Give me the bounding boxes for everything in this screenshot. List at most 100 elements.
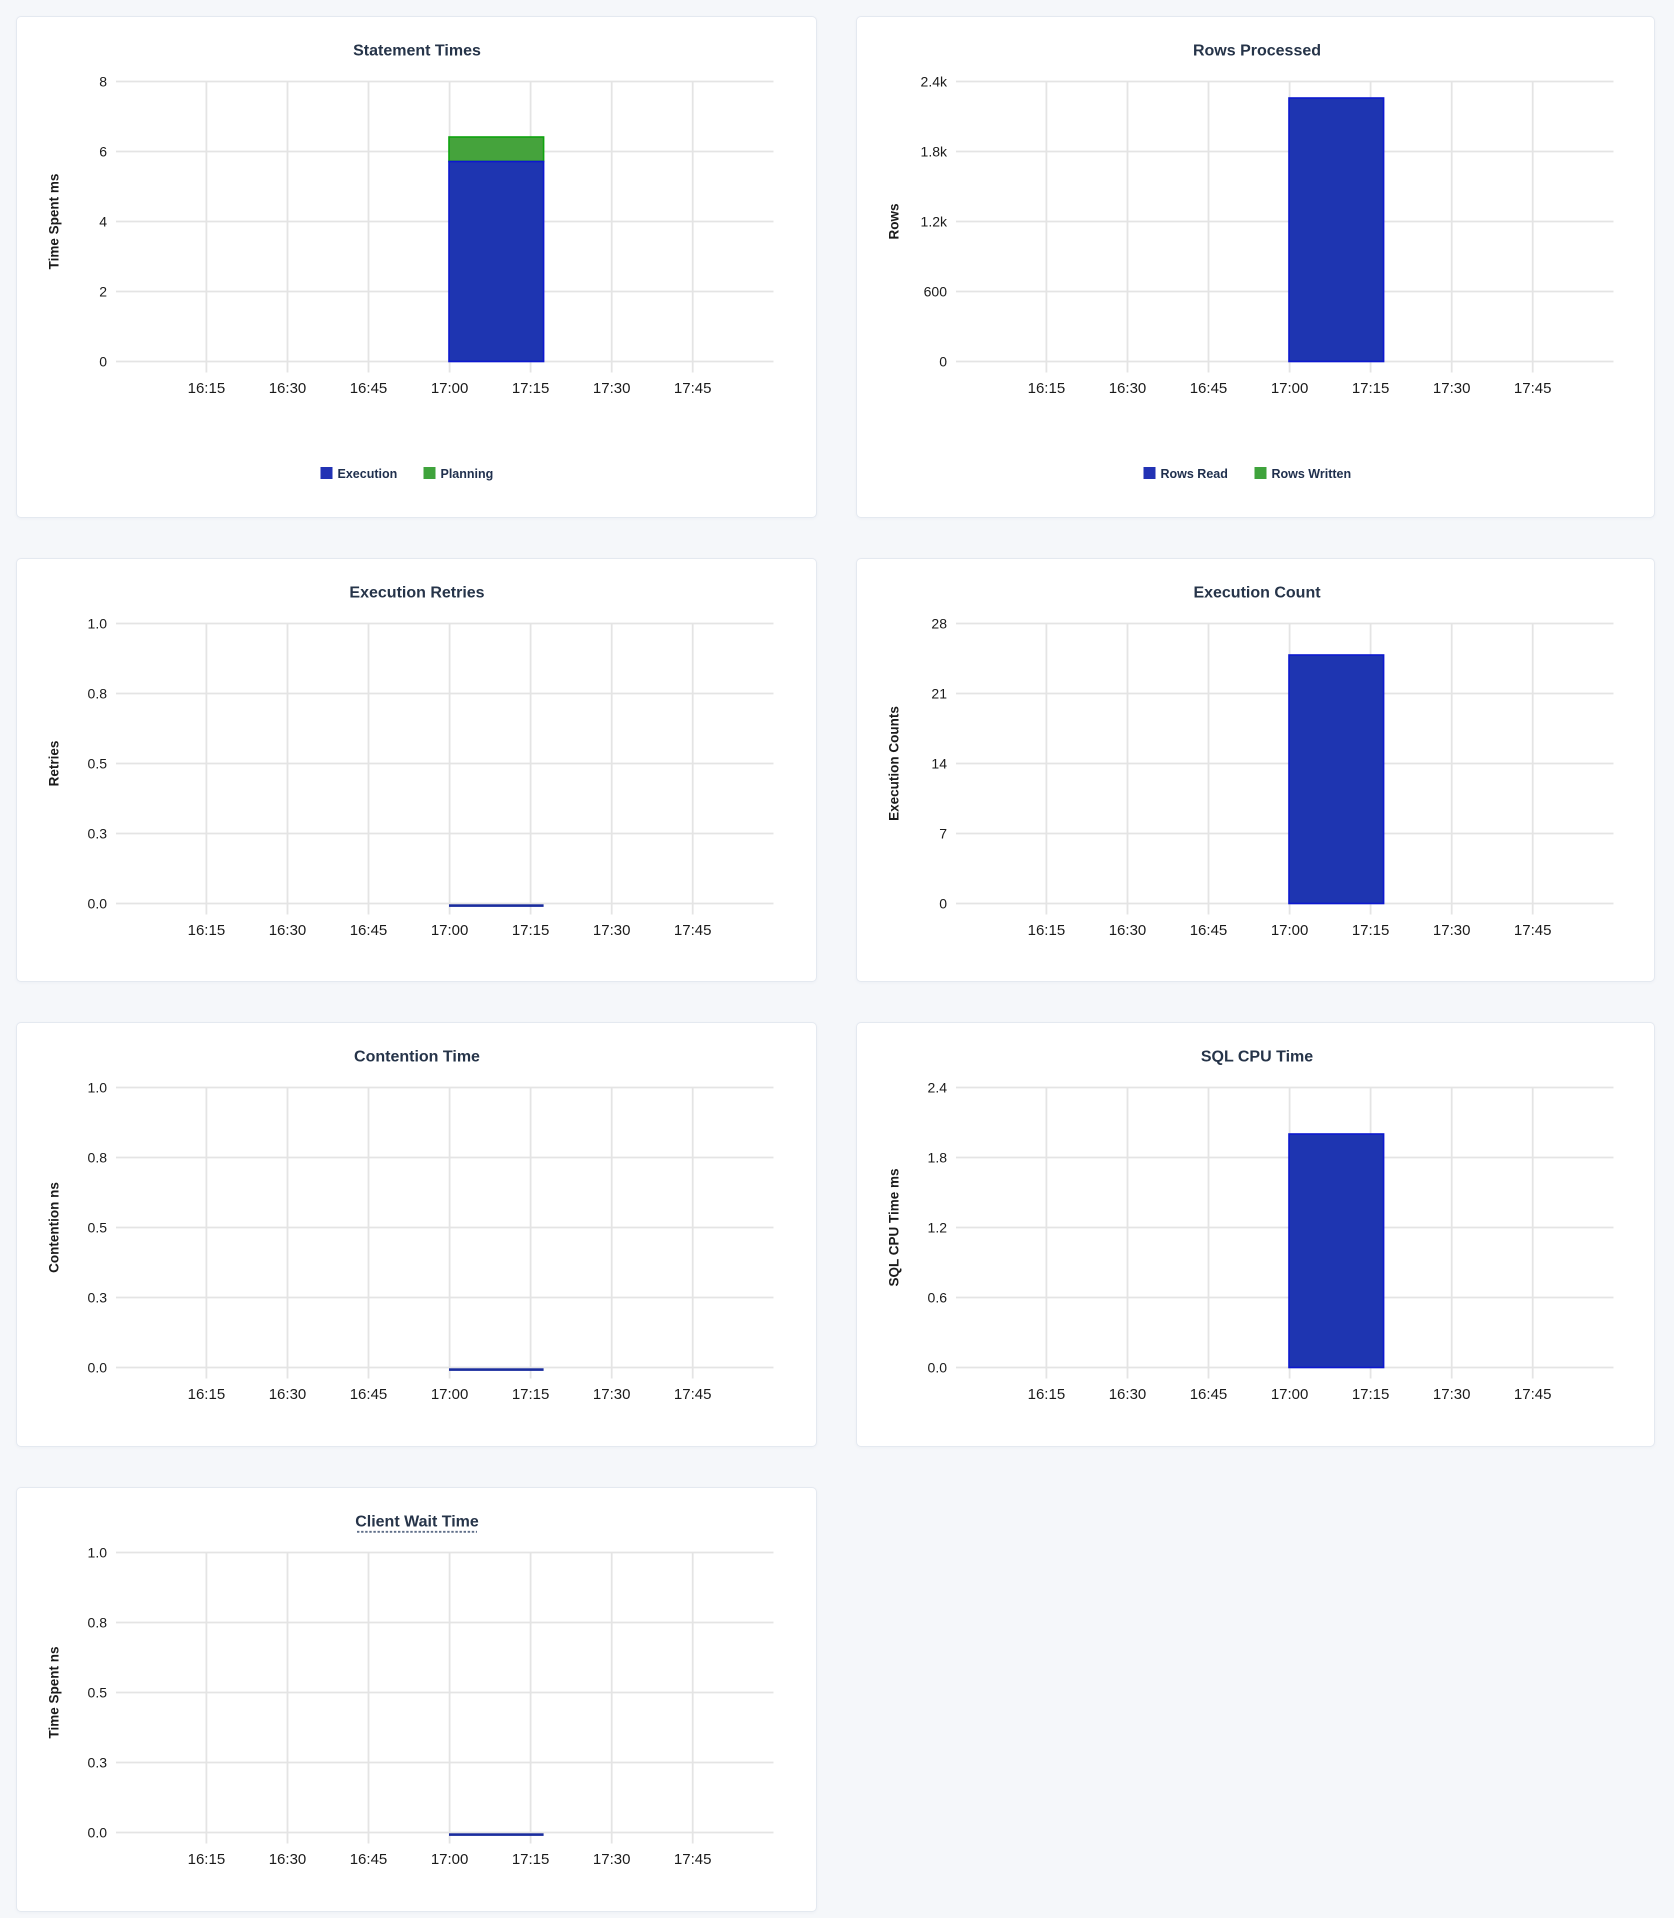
svg-text:0.0: 0.0	[928, 1360, 948, 1376]
svg-text:1.0: 1.0	[88, 1545, 108, 1561]
svg-text:17:30: 17:30	[593, 380, 631, 397]
svg-text:17:15: 17:15	[1352, 922, 1390, 939]
svg-text:0.3: 0.3	[88, 826, 108, 842]
svg-text:0.5: 0.5	[88, 756, 108, 772]
svg-text:14: 14	[931, 756, 947, 772]
svg-text:0.0: 0.0	[88, 896, 108, 912]
svg-text:16:15: 16:15	[188, 1851, 226, 1868]
svg-text:17:30: 17:30	[1433, 1386, 1471, 1403]
svg-text:28: 28	[931, 616, 947, 632]
svg-text:17:00: 17:00	[431, 922, 469, 939]
svg-text:Rows Processed: Rows Processed	[1193, 42, 1321, 59]
svg-text:1.8: 1.8	[928, 1150, 948, 1166]
svg-text:16:45: 16:45	[350, 922, 388, 939]
svg-text:Statement Times: Statement Times	[353, 42, 481, 59]
svg-text:0.8: 0.8	[88, 1150, 108, 1166]
svg-text:16:45: 16:45	[1190, 380, 1228, 397]
svg-text:17:00: 17:00	[431, 1386, 469, 1403]
svg-text:16:30: 16:30	[269, 1851, 307, 1868]
svg-text:0.5: 0.5	[88, 1685, 108, 1701]
svg-text:1.0: 1.0	[88, 616, 108, 632]
svg-text:17:15: 17:15	[1352, 1386, 1390, 1403]
svg-text:17:30: 17:30	[593, 1851, 631, 1868]
svg-text:16:15: 16:15	[188, 1386, 226, 1403]
svg-text:17:00: 17:00	[431, 380, 469, 397]
svg-text:17:30: 17:30	[593, 1386, 631, 1403]
svg-text:16:15: 16:15	[1028, 380, 1066, 397]
svg-text:Execution Count: Execution Count	[1193, 584, 1321, 601]
svg-text:Execution Counts: Execution Counts	[886, 706, 901, 821]
svg-text:16:15: 16:15	[1028, 1386, 1066, 1403]
svg-text:17:30: 17:30	[593, 922, 631, 939]
svg-text:600: 600	[924, 284, 948, 300]
svg-text:Time Spent ns: Time Spent ns	[46, 1646, 61, 1738]
svg-text:0.0: 0.0	[88, 1825, 108, 1841]
svg-text:0: 0	[939, 354, 947, 370]
svg-text:2.4: 2.4	[928, 1080, 948, 1096]
svg-text:Planning: Planning	[441, 467, 494, 481]
svg-text:SQL CPU Time: SQL CPU Time	[1201, 1048, 1313, 1065]
svg-text:2: 2	[99, 284, 107, 300]
svg-text:0: 0	[99, 354, 107, 370]
svg-text:16:30: 16:30	[1109, 922, 1147, 939]
svg-text:17:00: 17:00	[1271, 1386, 1309, 1403]
svg-text:17:30: 17:30	[1433, 380, 1471, 397]
svg-text:0.8: 0.8	[88, 686, 108, 702]
svg-text:16:45: 16:45	[1190, 1386, 1228, 1403]
svg-text:17:30: 17:30	[1433, 922, 1471, 939]
svg-text:Rows Read: Rows Read	[1161, 467, 1228, 481]
svg-text:1.0: 1.0	[88, 1080, 108, 1096]
svg-text:17:45: 17:45	[674, 1851, 712, 1868]
svg-text:16:45: 16:45	[350, 1851, 388, 1868]
svg-text:17:15: 17:15	[1352, 380, 1390, 397]
svg-text:17:00: 17:00	[431, 1851, 469, 1868]
svg-text:17:45: 17:45	[1514, 380, 1552, 397]
svg-text:7: 7	[939, 826, 947, 842]
svg-text:2.4k: 2.4k	[921, 74, 948, 90]
svg-text:16:30: 16:30	[1109, 1386, 1147, 1403]
svg-text:17:45: 17:45	[1514, 922, 1552, 939]
svg-text:16:30: 16:30	[269, 380, 307, 397]
svg-text:16:15: 16:15	[1028, 922, 1066, 939]
svg-text:16:15: 16:15	[188, 922, 226, 939]
svg-text:17:45: 17:45	[674, 380, 712, 397]
svg-text:Rows: Rows	[886, 203, 901, 239]
svg-text:17:00: 17:00	[1271, 922, 1309, 939]
svg-text:0.3: 0.3	[88, 1290, 108, 1306]
svg-text:0: 0	[939, 896, 947, 912]
svg-text:SQL CPU Time ms: SQL CPU Time ms	[886, 1168, 901, 1286]
svg-text:16:45: 16:45	[350, 1386, 388, 1403]
svg-text:17:15: 17:15	[512, 1851, 550, 1868]
svg-text:Execution: Execution	[338, 467, 398, 481]
svg-text:16:45: 16:45	[350, 380, 388, 397]
svg-text:16:30: 16:30	[269, 922, 307, 939]
svg-text:0.5: 0.5	[88, 1220, 108, 1236]
svg-text:Rows Written: Rows Written	[1272, 467, 1352, 481]
svg-text:Execution Retries: Execution Retries	[349, 584, 484, 601]
svg-text:17:15: 17:15	[512, 380, 550, 397]
svg-text:4: 4	[99, 214, 107, 230]
svg-text:Contention ns: Contention ns	[46, 1182, 61, 1273]
svg-text:1.2: 1.2	[928, 1220, 948, 1236]
svg-text:0.3: 0.3	[88, 1755, 108, 1771]
svg-text:0.8: 0.8	[88, 1615, 108, 1631]
svg-text:17:45: 17:45	[1514, 1386, 1552, 1403]
svg-text:0.0: 0.0	[88, 1360, 108, 1376]
svg-text:17:15: 17:15	[512, 1386, 550, 1403]
svg-text:6: 6	[99, 144, 107, 160]
svg-text:17:45: 17:45	[674, 1386, 712, 1403]
svg-text:0.6: 0.6	[928, 1290, 948, 1306]
svg-text:17:15: 17:15	[512, 922, 550, 939]
svg-text:Client Wait Time: Client Wait Time	[355, 1513, 479, 1530]
svg-text:1.8k: 1.8k	[921, 144, 948, 160]
svg-text:16:30: 16:30	[269, 1386, 307, 1403]
svg-text:17:45: 17:45	[674, 922, 712, 939]
svg-text:16:15: 16:15	[188, 380, 226, 397]
svg-text:1.2k: 1.2k	[921, 214, 948, 230]
svg-text:Time Spent ms: Time Spent ms	[46, 174, 61, 270]
svg-text:8: 8	[99, 74, 107, 90]
svg-text:Retries: Retries	[46, 741, 61, 787]
svg-text:16:30: 16:30	[1109, 380, 1147, 397]
svg-text:Contention Time: Contention Time	[354, 1048, 480, 1065]
svg-text:17:00: 17:00	[1271, 380, 1309, 397]
